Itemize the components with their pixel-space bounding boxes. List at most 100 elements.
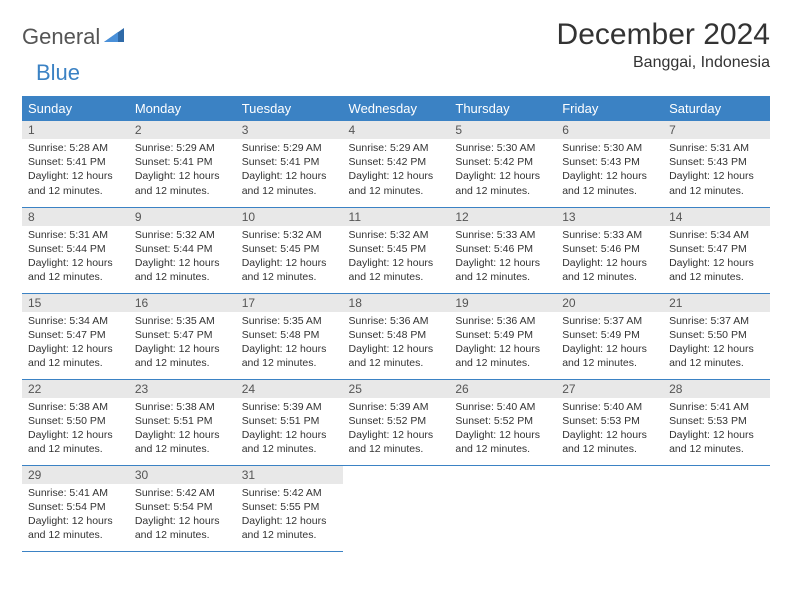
calendar-cell: 7Sunrise: 5:31 AMSunset: 5:43 PMDaylight…	[663, 121, 770, 207]
day-details: Sunrise: 5:38 AMSunset: 5:51 PMDaylight:…	[129, 398, 236, 463]
day-number: 19	[449, 294, 556, 312]
day-details: Sunrise: 5:42 AMSunset: 5:55 PMDaylight:…	[236, 484, 343, 549]
calendar-cell: 18Sunrise: 5:36 AMSunset: 5:48 PMDayligh…	[343, 293, 450, 379]
day-details: Sunrise: 5:35 AMSunset: 5:48 PMDaylight:…	[236, 312, 343, 377]
calendar-cell: 16Sunrise: 5:35 AMSunset: 5:47 PMDayligh…	[129, 293, 236, 379]
calendar-cell: 4Sunrise: 5:29 AMSunset: 5:42 PMDaylight…	[343, 121, 450, 207]
day-number: 11	[343, 208, 450, 226]
calendar-cell: 3Sunrise: 5:29 AMSunset: 5:41 PMDaylight…	[236, 121, 343, 207]
calendar-cell: 28Sunrise: 5:41 AMSunset: 5:53 PMDayligh…	[663, 379, 770, 465]
calendar-cell	[556, 465, 663, 551]
day-number: 21	[663, 294, 770, 312]
day-details: Sunrise: 5:28 AMSunset: 5:41 PMDaylight:…	[22, 139, 129, 204]
day-details: Sunrise: 5:41 AMSunset: 5:53 PMDaylight:…	[663, 398, 770, 463]
day-number: 16	[129, 294, 236, 312]
title-block: December 2024 Banggai, Indonesia	[557, 18, 770, 72]
day-header-row: Sunday Monday Tuesday Wednesday Thursday…	[22, 96, 770, 121]
day-number: 29	[22, 466, 129, 484]
day-number: 5	[449, 121, 556, 139]
day-details: Sunrise: 5:35 AMSunset: 5:47 PMDaylight:…	[129, 312, 236, 377]
day-details: Sunrise: 5:37 AMSunset: 5:50 PMDaylight:…	[663, 312, 770, 377]
calendar-week-row: 29Sunrise: 5:41 AMSunset: 5:54 PMDayligh…	[22, 465, 770, 551]
day-number: 20	[556, 294, 663, 312]
day-number: 17	[236, 294, 343, 312]
day-number: 25	[343, 380, 450, 398]
day-details: Sunrise: 5:34 AMSunset: 5:47 PMDaylight:…	[663, 226, 770, 291]
day-number: 27	[556, 380, 663, 398]
calendar-cell: 12Sunrise: 5:33 AMSunset: 5:46 PMDayligh…	[449, 207, 556, 293]
day-number: 28	[663, 380, 770, 398]
day-number: 10	[236, 208, 343, 226]
calendar-cell: 23Sunrise: 5:38 AMSunset: 5:51 PMDayligh…	[129, 379, 236, 465]
calendar-cell: 30Sunrise: 5:42 AMSunset: 5:54 PMDayligh…	[129, 465, 236, 551]
calendar-cell: 1Sunrise: 5:28 AMSunset: 5:41 PMDaylight…	[22, 121, 129, 207]
day-details: Sunrise: 5:40 AMSunset: 5:52 PMDaylight:…	[449, 398, 556, 463]
day-header: Tuesday	[236, 96, 343, 121]
day-details: Sunrise: 5:29 AMSunset: 5:41 PMDaylight:…	[236, 139, 343, 204]
calendar-cell: 24Sunrise: 5:39 AMSunset: 5:51 PMDayligh…	[236, 379, 343, 465]
day-header: Wednesday	[343, 96, 450, 121]
day-details: Sunrise: 5:29 AMSunset: 5:41 PMDaylight:…	[129, 139, 236, 204]
day-number: 23	[129, 380, 236, 398]
calendar-cell: 8Sunrise: 5:31 AMSunset: 5:44 PMDaylight…	[22, 207, 129, 293]
calendar-cell: 27Sunrise: 5:40 AMSunset: 5:53 PMDayligh…	[556, 379, 663, 465]
day-number: 7	[663, 121, 770, 139]
calendar-cell	[343, 465, 450, 551]
day-header: Saturday	[663, 96, 770, 121]
calendar-week-row: 15Sunrise: 5:34 AMSunset: 5:47 PMDayligh…	[22, 293, 770, 379]
triangle-icon	[104, 26, 124, 49]
calendar-cell: 2Sunrise: 5:29 AMSunset: 5:41 PMDaylight…	[129, 121, 236, 207]
calendar-cell: 21Sunrise: 5:37 AMSunset: 5:50 PMDayligh…	[663, 293, 770, 379]
day-header: Friday	[556, 96, 663, 121]
day-details: Sunrise: 5:34 AMSunset: 5:47 PMDaylight:…	[22, 312, 129, 377]
calendar-cell: 19Sunrise: 5:36 AMSunset: 5:49 PMDayligh…	[449, 293, 556, 379]
day-number: 31	[236, 466, 343, 484]
logo: General	[22, 18, 126, 50]
day-details: Sunrise: 5:38 AMSunset: 5:50 PMDaylight:…	[22, 398, 129, 463]
day-number: 14	[663, 208, 770, 226]
day-number: 9	[129, 208, 236, 226]
day-details: Sunrise: 5:32 AMSunset: 5:45 PMDaylight:…	[236, 226, 343, 291]
day-number: 8	[22, 208, 129, 226]
day-details: Sunrise: 5:29 AMSunset: 5:42 PMDaylight:…	[343, 139, 450, 204]
day-number: 26	[449, 380, 556, 398]
day-header: Thursday	[449, 96, 556, 121]
day-number: 4	[343, 121, 450, 139]
logo-text-2: Blue	[36, 60, 80, 86]
calendar-week-row: 8Sunrise: 5:31 AMSunset: 5:44 PMDaylight…	[22, 207, 770, 293]
day-number: 22	[22, 380, 129, 398]
calendar-cell: 10Sunrise: 5:32 AMSunset: 5:45 PMDayligh…	[236, 207, 343, 293]
calendar-cell: 22Sunrise: 5:38 AMSunset: 5:50 PMDayligh…	[22, 379, 129, 465]
calendar-table: Sunday Monday Tuesday Wednesday Thursday…	[22, 96, 770, 552]
day-details: Sunrise: 5:33 AMSunset: 5:46 PMDaylight:…	[556, 226, 663, 291]
day-details: Sunrise: 5:37 AMSunset: 5:49 PMDaylight:…	[556, 312, 663, 377]
location-subtitle: Banggai, Indonesia	[557, 54, 770, 72]
calendar-cell	[449, 465, 556, 551]
calendar-cell	[663, 465, 770, 551]
day-details: Sunrise: 5:32 AMSunset: 5:45 PMDaylight:…	[343, 226, 450, 291]
calendar-cell: 25Sunrise: 5:39 AMSunset: 5:52 PMDayligh…	[343, 379, 450, 465]
calendar-cell: 17Sunrise: 5:35 AMSunset: 5:48 PMDayligh…	[236, 293, 343, 379]
day-number: 1	[22, 121, 129, 139]
day-details: Sunrise: 5:42 AMSunset: 5:54 PMDaylight:…	[129, 484, 236, 549]
day-details: Sunrise: 5:30 AMSunset: 5:42 PMDaylight:…	[449, 139, 556, 204]
logo-text-1: General	[22, 24, 100, 50]
day-number: 15	[22, 294, 129, 312]
day-header: Sunday	[22, 96, 129, 121]
day-details: Sunrise: 5:31 AMSunset: 5:43 PMDaylight:…	[663, 139, 770, 204]
day-number: 13	[556, 208, 663, 226]
day-header: Monday	[129, 96, 236, 121]
day-number: 2	[129, 121, 236, 139]
day-details: Sunrise: 5:32 AMSunset: 5:44 PMDaylight:…	[129, 226, 236, 291]
calendar-cell: 31Sunrise: 5:42 AMSunset: 5:55 PMDayligh…	[236, 465, 343, 551]
calendar-cell: 5Sunrise: 5:30 AMSunset: 5:42 PMDaylight…	[449, 121, 556, 207]
day-details: Sunrise: 5:39 AMSunset: 5:51 PMDaylight:…	[236, 398, 343, 463]
calendar-cell: 15Sunrise: 5:34 AMSunset: 5:47 PMDayligh…	[22, 293, 129, 379]
day-number: 12	[449, 208, 556, 226]
day-details: Sunrise: 5:41 AMSunset: 5:54 PMDaylight:…	[22, 484, 129, 549]
day-number: 6	[556, 121, 663, 139]
calendar-cell: 14Sunrise: 5:34 AMSunset: 5:47 PMDayligh…	[663, 207, 770, 293]
day-details: Sunrise: 5:40 AMSunset: 5:53 PMDaylight:…	[556, 398, 663, 463]
day-details: Sunrise: 5:33 AMSunset: 5:46 PMDaylight:…	[449, 226, 556, 291]
day-number: 3	[236, 121, 343, 139]
